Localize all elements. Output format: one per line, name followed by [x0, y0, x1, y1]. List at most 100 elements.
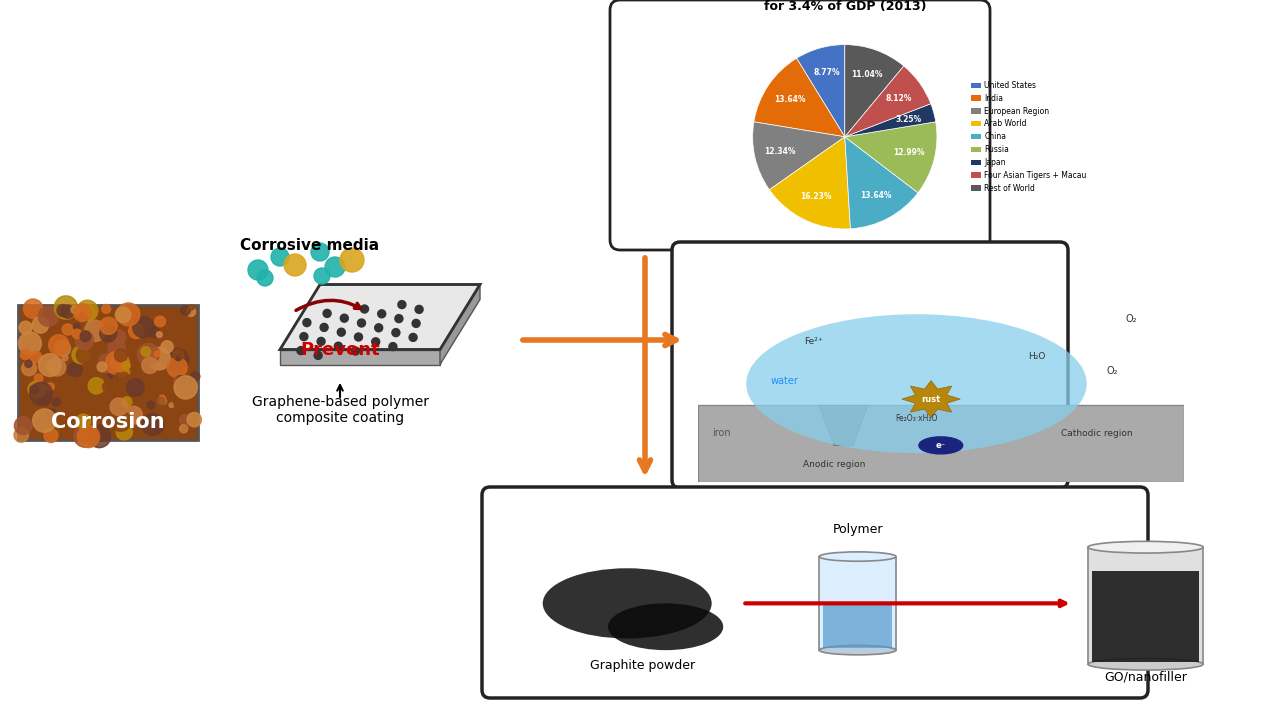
Circle shape — [35, 374, 42, 382]
Circle shape — [108, 339, 125, 356]
Text: water: water — [771, 376, 799, 386]
Circle shape — [52, 359, 64, 371]
Polygon shape — [1088, 547, 1203, 664]
Circle shape — [29, 382, 52, 405]
Circle shape — [179, 415, 191, 426]
Circle shape — [398, 301, 406, 309]
Circle shape — [76, 331, 93, 350]
Text: iron: iron — [712, 428, 731, 438]
Circle shape — [81, 331, 91, 342]
Circle shape — [61, 377, 82, 398]
Circle shape — [142, 413, 164, 436]
Circle shape — [133, 317, 154, 338]
Circle shape — [72, 306, 78, 313]
Circle shape — [128, 323, 143, 338]
Circle shape — [317, 338, 325, 346]
Circle shape — [77, 304, 95, 323]
Circle shape — [105, 351, 129, 375]
Circle shape — [118, 369, 125, 377]
Circle shape — [97, 362, 106, 372]
Circle shape — [101, 305, 110, 313]
Wedge shape — [845, 122, 937, 193]
Circle shape — [340, 314, 348, 323]
Text: 8.12%: 8.12% — [886, 94, 911, 103]
Circle shape — [54, 341, 70, 356]
Circle shape — [187, 307, 196, 316]
Circle shape — [338, 328, 346, 336]
Circle shape — [68, 362, 82, 377]
Circle shape — [187, 413, 201, 427]
Circle shape — [84, 320, 106, 341]
Circle shape — [160, 398, 166, 404]
Circle shape — [78, 426, 100, 448]
Ellipse shape — [819, 645, 896, 655]
Text: rust: rust — [922, 395, 941, 404]
Text: Corrosion: Corrosion — [51, 412, 165, 432]
Wedge shape — [796, 45, 845, 137]
Circle shape — [378, 310, 385, 318]
Circle shape — [300, 333, 308, 341]
FancyBboxPatch shape — [483, 487, 1148, 698]
Polygon shape — [819, 557, 896, 650]
Circle shape — [392, 328, 399, 337]
Circle shape — [157, 397, 165, 405]
Circle shape — [113, 372, 131, 390]
Polygon shape — [1092, 570, 1199, 662]
Circle shape — [19, 321, 32, 334]
Circle shape — [42, 361, 56, 375]
Circle shape — [14, 417, 32, 434]
Text: Fe²⁺: Fe²⁺ — [805, 336, 823, 346]
Circle shape — [174, 376, 186, 387]
Circle shape — [271, 248, 289, 266]
Text: 13.64%: 13.64% — [860, 191, 892, 200]
Circle shape — [191, 372, 200, 381]
Circle shape — [74, 304, 91, 321]
Text: Anodic region: Anodic region — [803, 460, 865, 469]
Ellipse shape — [919, 437, 963, 454]
Text: Polymer: Polymer — [832, 523, 883, 536]
Circle shape — [389, 343, 397, 351]
Circle shape — [102, 382, 113, 392]
Circle shape — [166, 348, 188, 371]
Text: e⁻: e⁻ — [936, 441, 946, 450]
Circle shape — [72, 329, 82, 338]
Circle shape — [38, 354, 61, 377]
Circle shape — [155, 316, 165, 327]
Circle shape — [142, 357, 157, 374]
Wedge shape — [845, 45, 904, 137]
Circle shape — [177, 356, 180, 361]
Circle shape — [311, 243, 329, 261]
Legend: United States, India, European Region, Arab World, China, Russia, Japan, Four As: United States, India, European Region, A… — [969, 78, 1089, 196]
Circle shape — [410, 333, 417, 341]
Circle shape — [23, 299, 42, 318]
Circle shape — [74, 425, 96, 447]
Text: Prevent: Prevent — [301, 341, 380, 359]
Text: 12.34%: 12.34% — [764, 147, 796, 156]
Circle shape — [77, 414, 91, 428]
Circle shape — [73, 390, 93, 410]
Circle shape — [147, 401, 155, 409]
Text: Fe₂O₃·xH₂O: Fe₂O₃·xH₂O — [895, 414, 938, 423]
Circle shape — [352, 347, 360, 355]
Polygon shape — [823, 603, 892, 648]
Circle shape — [47, 358, 65, 376]
Text: O₂: O₂ — [1106, 366, 1117, 377]
Circle shape — [138, 417, 151, 430]
Circle shape — [169, 402, 174, 408]
Circle shape — [177, 376, 186, 384]
Text: Graphite powder: Graphite powder — [590, 659, 695, 672]
Circle shape — [31, 351, 42, 363]
Circle shape — [122, 377, 128, 382]
Polygon shape — [698, 405, 1184, 482]
Circle shape — [116, 424, 132, 440]
Circle shape — [320, 323, 328, 331]
Circle shape — [111, 354, 129, 372]
Text: Graphene-based polymer
composite coating: Graphene-based polymer composite coating — [251, 395, 429, 425]
Circle shape — [18, 332, 41, 355]
Circle shape — [357, 319, 366, 327]
Ellipse shape — [1088, 541, 1203, 553]
Circle shape — [111, 411, 131, 431]
Circle shape — [137, 343, 159, 365]
Circle shape — [340, 248, 364, 272]
Circle shape — [77, 300, 97, 321]
